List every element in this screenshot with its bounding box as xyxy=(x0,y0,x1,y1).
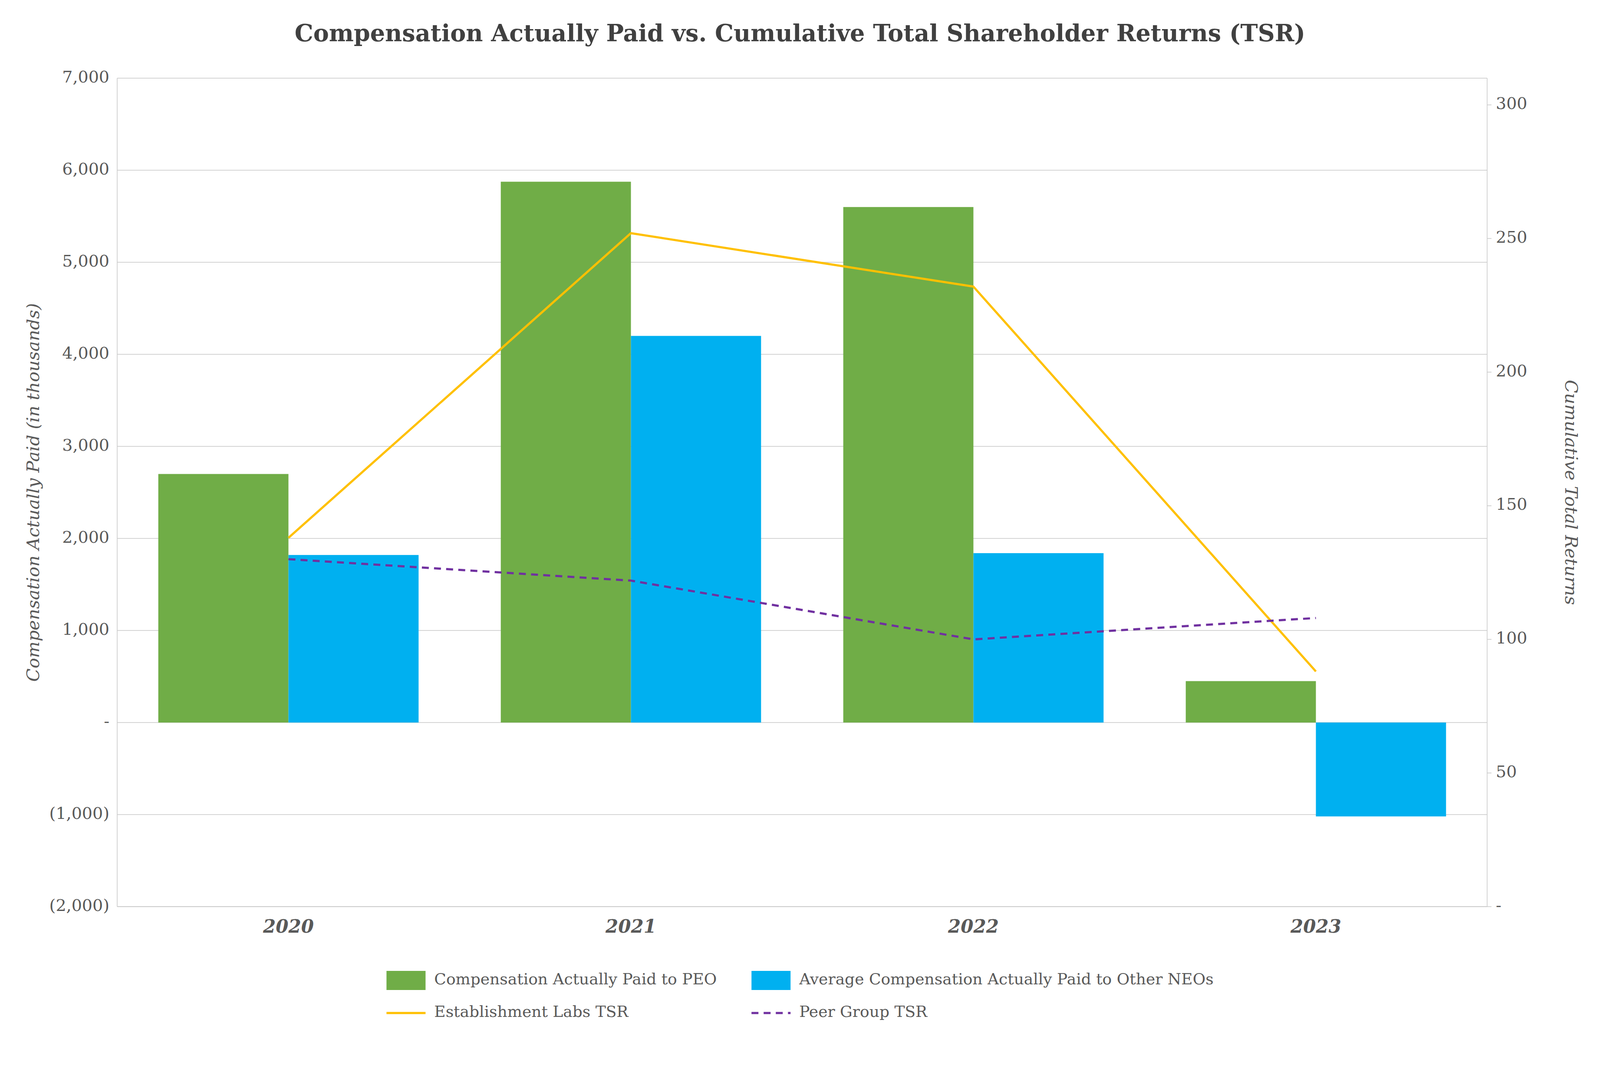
legend-line xyxy=(751,1011,791,1014)
legend-item: Average Compensation Actually Paid to Ot… xyxy=(751,969,1214,990)
y2-tick-label: 300 xyxy=(1495,93,1528,113)
y-tick-label: 3,000 xyxy=(62,435,110,455)
line xyxy=(288,559,1317,640)
y2-tick xyxy=(1487,638,1492,640)
y2-tick-label: 50 xyxy=(1495,761,1517,781)
background xyxy=(0,0,1600,1089)
legend-line xyxy=(386,1011,426,1014)
chart: Compensation Actually Paid vs. Cumulativ… xyxy=(0,0,1600,1089)
legend-label: Establishment Labs TSR xyxy=(434,1002,629,1021)
bar xyxy=(1316,722,1447,817)
y-tick-label: 1,000 xyxy=(62,619,110,639)
legend-swatch xyxy=(751,970,791,990)
y2-tick xyxy=(1487,905,1492,907)
grid-line xyxy=(117,445,1488,447)
y-tick-label: 2,000 xyxy=(62,527,110,547)
y2-tick-label: 100 xyxy=(1495,628,1528,648)
legend-label: Compensation Actually Paid to PEO xyxy=(434,969,717,988)
bar xyxy=(500,181,632,723)
x-axis-line xyxy=(117,905,1488,907)
bar xyxy=(1185,681,1317,723)
bar-series xyxy=(158,181,1317,723)
grid xyxy=(117,78,1488,907)
bar xyxy=(631,335,762,723)
y-tick-label: 6,000 xyxy=(62,159,110,179)
grid-line xyxy=(117,813,1488,815)
x-tick-label: 2022 xyxy=(947,915,999,937)
legend-item: Compensation Actually Paid to PEO xyxy=(386,969,717,990)
y2-tick xyxy=(1487,238,1492,240)
y-tick-label: (2,000) xyxy=(49,895,110,915)
line xyxy=(288,233,1317,672)
plot-area xyxy=(158,181,1447,817)
x-tick-label: 2023 xyxy=(1290,915,1342,937)
y2-tick-label: 150 xyxy=(1495,494,1528,514)
bar xyxy=(288,554,419,723)
y2-tick xyxy=(1487,371,1492,373)
legend-swatch xyxy=(386,970,426,990)
x-tick-label: 2020 xyxy=(262,915,314,937)
y-tick-label: 7,000 xyxy=(62,67,110,87)
legend-label: Peer Group TSR xyxy=(799,1002,928,1021)
title: Compensation Actually Paid vs. Cumulativ… xyxy=(294,19,1306,47)
y-axis-label: Compensation Actually Paid (in thousands… xyxy=(23,302,43,682)
bar xyxy=(158,474,289,723)
grid-line xyxy=(117,261,1488,263)
y2-axis-label: Cumulative Total Returns xyxy=(1561,379,1582,606)
legend: Compensation Actually Paid to PEO Average… xyxy=(386,969,1214,1021)
y2-tick xyxy=(1487,505,1492,507)
legend-label: Average Compensation Actually Paid to Ot… xyxy=(798,969,1214,988)
y-axis-line xyxy=(116,78,118,907)
grid-line xyxy=(117,77,1488,79)
y2-tick-label: - xyxy=(1495,895,1502,915)
grid-line xyxy=(117,169,1488,171)
y-tick-label: 4,000 xyxy=(62,343,110,363)
grid-line xyxy=(117,353,1488,355)
y-tick-label: 5,000 xyxy=(62,251,110,271)
y2-tick xyxy=(1487,772,1492,774)
legend-item: Establishment Labs TSR xyxy=(386,1002,629,1021)
y-tick-label: (1,000) xyxy=(49,803,110,823)
bar-series xyxy=(288,335,1447,817)
x-tick-label: 2021 xyxy=(605,915,657,937)
y2-axis-line xyxy=(1486,78,1488,907)
legend-item: Peer Group TSR xyxy=(751,1002,928,1021)
y-tick-label: - xyxy=(103,711,110,731)
grid-line xyxy=(117,905,1488,907)
y2-tick-label: 250 xyxy=(1495,227,1528,247)
grid-line xyxy=(117,537,1488,539)
y2-tick xyxy=(1487,104,1492,106)
y2-tick-label: 200 xyxy=(1495,361,1528,381)
